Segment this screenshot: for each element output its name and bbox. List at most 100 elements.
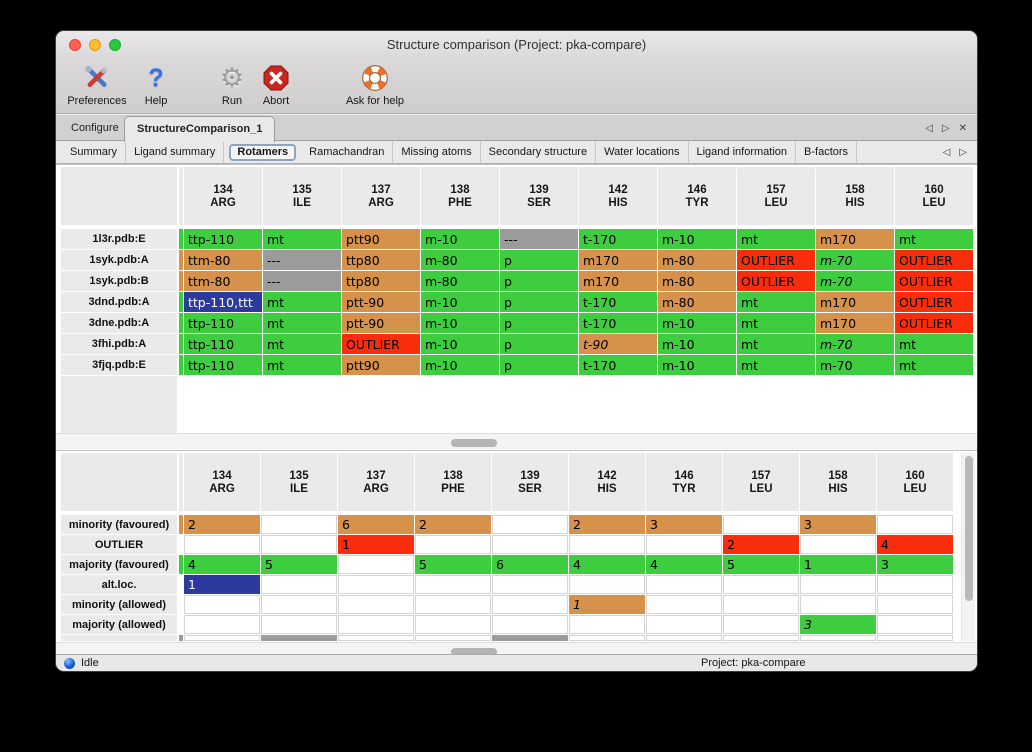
rotamer-cell[interactable]: m-80 bbox=[421, 271, 499, 291]
minimize-window-button[interactable] bbox=[89, 39, 101, 51]
rotamer-cell[interactable]: p bbox=[500, 334, 578, 354]
rotamer-cell[interactable]: mt bbox=[263, 229, 341, 249]
count-cell[interactable]: 2 bbox=[723, 535, 799, 554]
rotamer-cell[interactable]: m-70 bbox=[816, 271, 894, 291]
rotamer-cell[interactable]: m-80 bbox=[658, 271, 736, 291]
row-label[interactable]: 1syk.pdb:A bbox=[61, 250, 177, 270]
rotamer-cell[interactable]: m-10 bbox=[658, 229, 736, 249]
rotamer-cell[interactable]: m-80 bbox=[658, 292, 736, 312]
run-button[interactable]: ⚙ Run bbox=[210, 62, 254, 107]
count-cell[interactable] bbox=[338, 595, 414, 614]
count-cell[interactable] bbox=[800, 575, 876, 594]
rotamer-cell[interactable]: --- bbox=[500, 229, 578, 249]
column-header-135[interactable]: 135 ILE bbox=[263, 167, 341, 225]
rotamer-cell[interactable]: mt bbox=[263, 334, 341, 354]
count-cell[interactable] bbox=[415, 575, 491, 594]
tab-structurecomparison-1[interactable]: StructureComparison_1 bbox=[124, 116, 276, 142]
rotamer-cell[interactable]: m-10 bbox=[421, 355, 499, 375]
rotamer-cell[interactable]: ttp80 bbox=[342, 271, 420, 291]
count-cell[interactable] bbox=[492, 535, 568, 554]
row-label[interactable]: OUTLIER bbox=[61, 535, 177, 554]
count-cell[interactable]: 1 bbox=[569, 595, 645, 614]
column-header-138[interactable]: 138 PHE bbox=[415, 453, 491, 511]
rotamer-cell[interactable]: OUTLIER bbox=[895, 250, 973, 270]
column-header-142[interactable]: 142 HIS bbox=[569, 453, 645, 511]
subtab-b-factors[interactable]: B-factors bbox=[796, 141, 858, 163]
count-cell[interactable] bbox=[646, 595, 722, 614]
subtab-ligand-information[interactable]: Ligand information bbox=[689, 141, 797, 163]
rotamer-cell[interactable]: OUTLIER bbox=[895, 313, 973, 333]
rotamer-cell[interactable]: ptt90 bbox=[342, 355, 420, 375]
count-cell[interactable] bbox=[415, 535, 491, 554]
row-label[interactable]: 1syk.pdb:B bbox=[61, 271, 177, 291]
rotamer-cell[interactable]: OUTLIER bbox=[895, 292, 973, 312]
preferences-button[interactable]: Preferences bbox=[64, 62, 130, 107]
rotamer-cell[interactable]: OUTLIER bbox=[737, 271, 815, 291]
rotamer-cell[interactable]: p bbox=[500, 313, 578, 333]
rotamer-cell[interactable]: mt bbox=[263, 313, 341, 333]
rotamer-cell[interactable]: p bbox=[500, 355, 578, 375]
top-horizontal-scrollbar[interactable] bbox=[56, 433, 977, 451]
rotamer-cell[interactable]: mt bbox=[895, 334, 973, 354]
rotamer-cell[interactable]: mt bbox=[737, 313, 815, 333]
rotamer-cell[interactable]: m170 bbox=[816, 229, 894, 249]
count-cell[interactable] bbox=[877, 515, 953, 534]
rotamer-cell[interactable]: mt bbox=[737, 334, 815, 354]
count-cell[interactable] bbox=[261, 515, 337, 534]
count-cell[interactable]: 1 bbox=[338, 535, 414, 554]
count-cell[interactable] bbox=[723, 615, 799, 634]
rotamer-cell[interactable]: mt bbox=[895, 355, 973, 375]
rotamer-cell[interactable]: t-170 bbox=[579, 355, 657, 375]
count-cell[interactable]: 4 bbox=[877, 535, 953, 554]
rotamer-cell[interactable]: ptt90 bbox=[342, 229, 420, 249]
rotamer-cell[interactable]: ttp-110 bbox=[184, 355, 262, 375]
row-label[interactable]: minority (allowed) bbox=[61, 595, 177, 614]
subtab-missing-atoms[interactable]: Missing atoms bbox=[393, 141, 481, 163]
column-header-146[interactable]: 146 TYR bbox=[658, 167, 736, 225]
tab-back-icon[interactable]: ◁ bbox=[925, 122, 933, 134]
rotamer-cell[interactable]: mt bbox=[737, 229, 815, 249]
titlebar[interactable]: Structure comparison (Project: pka-compa… bbox=[56, 31, 977, 59]
row-label[interactable]: 3fjq.pdb:E bbox=[61, 355, 177, 375]
rotamer-cell[interactable]: t-170 bbox=[579, 313, 657, 333]
count-cell[interactable]: 1 bbox=[800, 555, 876, 574]
column-header-134[interactable]: 134 ARG bbox=[184, 453, 260, 511]
count-cell[interactable]: 4 bbox=[569, 555, 645, 574]
rotamer-cell[interactable]: mt bbox=[737, 292, 815, 312]
count-cell[interactable]: 5 bbox=[261, 555, 337, 574]
rotamer-cell[interactable]: m170 bbox=[816, 313, 894, 333]
tab-configure[interactable]: Configure bbox=[71, 122, 119, 134]
count-cell[interactable] bbox=[338, 615, 414, 634]
count-cell[interactable]: 4 bbox=[184, 555, 260, 574]
top-horizontal-scrollbar-thumb[interactable] bbox=[451, 439, 497, 447]
zoom-window-button[interactable] bbox=[109, 39, 121, 51]
row-label[interactable]: 1l3r.pdb:E bbox=[61, 229, 177, 249]
count-cell[interactable] bbox=[492, 615, 568, 634]
rotamer-cell[interactable]: m-10 bbox=[658, 313, 736, 333]
rotamer-cell[interactable]: mt bbox=[263, 292, 341, 312]
count-cell[interactable] bbox=[569, 575, 645, 594]
count-cell[interactable] bbox=[261, 575, 337, 594]
count-cell[interactable] bbox=[492, 515, 568, 534]
count-cell[interactable] bbox=[184, 535, 260, 554]
count-cell[interactable]: 5 bbox=[415, 555, 491, 574]
column-header-157[interactable]: 157 LEU bbox=[723, 453, 799, 511]
row-label[interactable]: alt.loc. bbox=[61, 575, 177, 594]
rotamer-cell[interactable]: m-10 bbox=[658, 334, 736, 354]
rotamer-cell[interactable]: m-70 bbox=[816, 250, 894, 270]
rotamer-cell[interactable]: ttp-110 bbox=[184, 313, 262, 333]
count-cell[interactable] bbox=[415, 595, 491, 614]
count-cell[interactable] bbox=[723, 515, 799, 534]
tab-close-icon[interactable]: ✕ bbox=[958, 122, 967, 134]
row-label[interactable]: 3fhi.pdb:A bbox=[61, 334, 177, 354]
count-cell[interactable]: 3 bbox=[877, 555, 953, 574]
rotamer-cell[interactable]: ttp-110 bbox=[184, 334, 262, 354]
rotamer-cell[interactable]: mt bbox=[737, 355, 815, 375]
rotamer-cell[interactable]: m-70 bbox=[816, 334, 894, 354]
column-header-139[interactable]: 139 SER bbox=[492, 453, 568, 511]
selected-cell[interactable]: ttp-110,ttt bbox=[184, 292, 262, 312]
row-label[interactable]: 3dnd.pdb:A bbox=[61, 292, 177, 312]
rotamer-cell[interactable]: m170 bbox=[579, 271, 657, 291]
vertical-scrollbar-thumb[interactable] bbox=[965, 456, 973, 601]
count-cell[interactable] bbox=[415, 615, 491, 634]
